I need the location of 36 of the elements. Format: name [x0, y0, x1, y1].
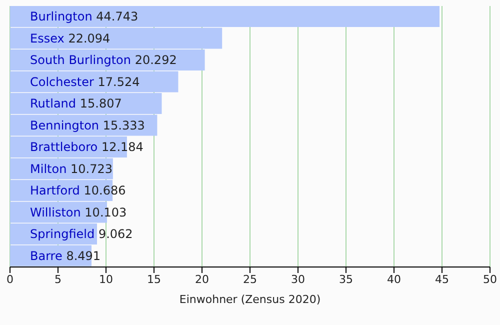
y-tick-label: Williston [30, 205, 85, 220]
y-tick-label: Burlington [30, 10, 96, 24]
y-tick-label: Rutland [30, 96, 80, 111]
y-tick-label: Milton [30, 162, 71, 176]
data-label: 15.333 [102, 118, 145, 132]
x-tick-label: 20 [195, 272, 209, 286]
data-label: 20.292 [134, 53, 177, 68]
data-label: 15.807 [80, 96, 122, 111]
data-label: 10.103 [84, 205, 127, 220]
data-label: 17.524 [98, 74, 140, 89]
data-label: 12.184 [101, 140, 144, 154]
y-tick-label: Bennington [30, 118, 103, 132]
x-axis-title: Einwohner (Zensus 2020) [179, 293, 321, 306]
x-tick-label: 30 [291, 272, 305, 286]
y-tick-label: South Burlington [30, 53, 135, 68]
x-tick-label: 5 [54, 272, 62, 286]
x-tick-label: 15 [147, 272, 161, 286]
y-tick-label: Essex [30, 31, 68, 46]
data-label: 9.062 [98, 227, 133, 242]
x-tick-label: 35 [339, 272, 353, 286]
data-label: 8.491 [66, 248, 101, 263]
x-tick-label: 45 [435, 272, 449, 286]
x-tick-label: 50 [483, 272, 497, 286]
x-tick-label: 10 [99, 272, 113, 286]
x-tick-label: 40 [387, 272, 401, 286]
x-tick-label: 25 [243, 272, 257, 286]
y-tick-label: Hartford [30, 184, 84, 198]
data-label: 10.723 [70, 162, 113, 176]
x-tick-label: 0 [6, 272, 14, 286]
data-label: 44.743 [96, 10, 138, 24]
y-tick-label: Barre [30, 248, 66, 263]
data-label: 22.094 [68, 31, 110, 46]
y-tick-label: Springfield [30, 227, 98, 242]
data-label: 10.686 [84, 184, 126, 198]
y-tick-label: Brattleboro [30, 140, 102, 154]
y-tick-label: Colchester [30, 74, 98, 89]
